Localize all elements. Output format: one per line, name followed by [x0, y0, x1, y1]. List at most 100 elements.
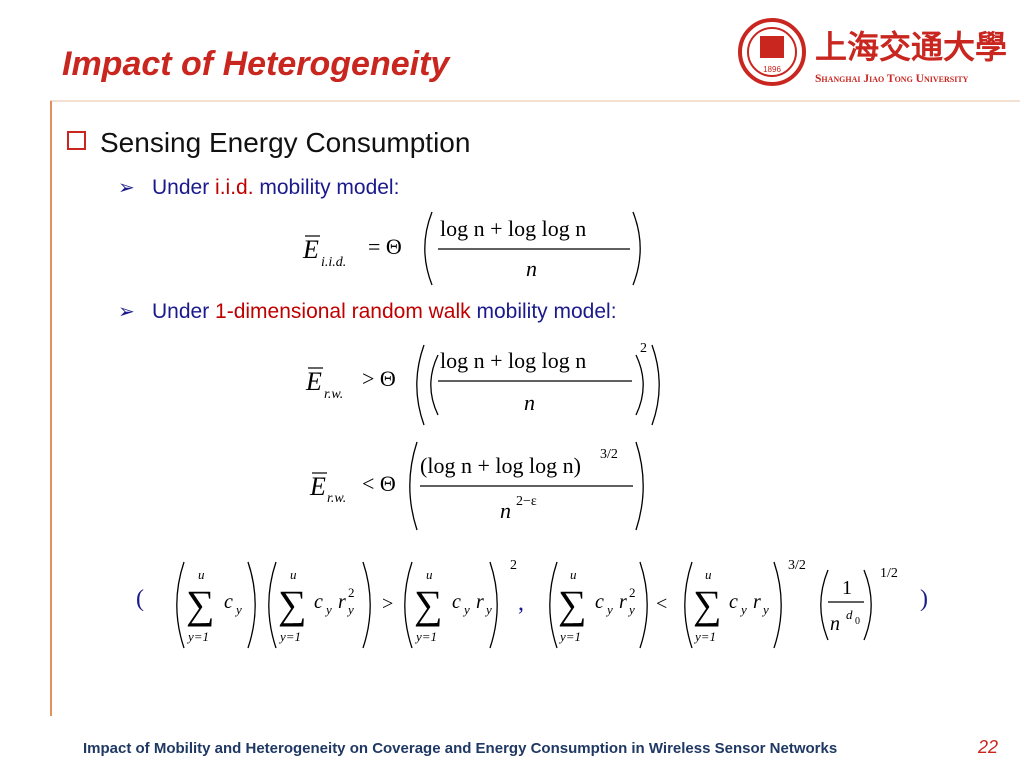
- math-text: 1: [842, 577, 852, 599]
- math-text: i.i.d.: [321, 255, 346, 270]
- math-text: y: [484, 602, 492, 617]
- logo-ring: [747, 27, 797, 77]
- footer: Impact of Mobility and Heterogeneity on …: [83, 740, 837, 757]
- bullet-box: [67, 131, 86, 150]
- paren: [651, 344, 660, 426]
- math-text: y=1: [186, 629, 209, 644]
- sub-arrow: ➢: [118, 177, 135, 199]
- sub-bullet: Under 1-dimensional random walk mobility…: [152, 300, 617, 323]
- text: mobility model:: [471, 300, 617, 323]
- math-text: 2: [629, 585, 636, 600]
- math-text: E: [305, 367, 322, 396]
- math-text: n: [500, 498, 511, 523]
- math-text: ∑: [558, 582, 587, 627]
- paren: [247, 561, 256, 649]
- math-text: <: [656, 593, 667, 615]
- math-text: n: [524, 390, 535, 415]
- math-text: E: [302, 235, 319, 264]
- sub-arrow: ➢: [118, 301, 135, 323]
- math-text: (: [136, 586, 144, 612]
- sub-bullet: Under i.i.d. mobility model:: [152, 176, 399, 199]
- math-text: u: [198, 567, 205, 582]
- paren: [639, 561, 648, 649]
- logo-chinese: 上海交通大學: [815, 29, 1007, 65]
- math-text: 3/2: [600, 447, 618, 462]
- highlight: i.i.d.: [215, 176, 254, 199]
- paren: [416, 344, 425, 426]
- paren: [773, 561, 782, 649]
- paren: [424, 211, 433, 286]
- math-text: 0: [855, 616, 860, 627]
- slide-title: Impact of Heterogeneity: [62, 45, 451, 83]
- math-text: y=1: [693, 629, 716, 644]
- math-text: d: [846, 607, 853, 622]
- math-text: c: [452, 591, 461, 613]
- math-text: ∑: [414, 582, 443, 627]
- math-text: ): [920, 586, 928, 612]
- math-text: u: [290, 567, 297, 582]
- math-text: log n + log log n: [440, 348, 586, 373]
- math-text: 2: [348, 585, 355, 600]
- math-text: y: [462, 602, 470, 617]
- math-text: ∑: [693, 582, 722, 627]
- math-text: r.w.: [327, 491, 346, 506]
- math-text: y=1: [414, 629, 437, 644]
- paren: [863, 569, 872, 641]
- math-text: y: [324, 602, 332, 617]
- math-text: c: [729, 591, 738, 613]
- math-text: = Θ: [368, 234, 402, 259]
- math-text: r: [753, 591, 761, 613]
- math-text: r: [338, 591, 346, 613]
- math-text: y: [234, 602, 242, 617]
- math-text: n: [526, 256, 537, 281]
- paren: [549, 561, 558, 649]
- math-text: ∑: [186, 582, 215, 627]
- math-text: u: [705, 567, 712, 582]
- math-text: y=1: [278, 629, 301, 644]
- logo: 1896 上海交通大學 Shanghai Jiao Tong Universit…: [738, 18, 1007, 86]
- math-text: r: [619, 591, 627, 613]
- math-text: ∑: [278, 582, 307, 627]
- paren: [489, 561, 498, 649]
- math-text: y: [761, 602, 769, 617]
- text: Under: [152, 176, 215, 199]
- math-text: c: [224, 591, 233, 613]
- math-text: (log n + log log n): [420, 453, 581, 478]
- highlight: 1-dimensional random walk: [215, 300, 471, 323]
- logo-english: Shanghai Jiao Tong University: [815, 73, 969, 85]
- paren: [635, 441, 644, 531]
- paren: [635, 354, 644, 416]
- page-number: 22: [977, 737, 998, 757]
- math-text: r.w.: [324, 387, 343, 402]
- math-text: > Θ: [362, 366, 396, 391]
- logo-year: 1896: [763, 65, 781, 74]
- math-text: y: [605, 602, 613, 617]
- paren: [820, 569, 829, 641]
- math-text: c: [595, 591, 604, 613]
- math-text: < Θ: [362, 471, 396, 496]
- math-text: 1/2: [880, 566, 898, 581]
- paren: [430, 354, 439, 416]
- text: mobility model:: [254, 176, 400, 199]
- paren: [268, 561, 277, 649]
- math-text: u: [570, 567, 577, 582]
- bullet-text: Sensing Energy Consumption: [100, 127, 470, 158]
- math-text: log n + log log n: [440, 216, 586, 241]
- math-text: >: [382, 593, 393, 615]
- paren: [409, 441, 418, 531]
- paren: [404, 561, 413, 649]
- math-text: 3/2: [788, 558, 806, 573]
- math-text: 2: [640, 341, 647, 356]
- math-text: y=1: [558, 629, 581, 644]
- math-text: n: [830, 613, 840, 635]
- math-text: c: [314, 591, 323, 613]
- math-text: 2−ε: [516, 494, 537, 509]
- math-text: r: [476, 591, 484, 613]
- math-text: E: [309, 472, 326, 501]
- math-text: u: [426, 567, 433, 582]
- paren: [684, 561, 693, 649]
- math-text: 2: [510, 558, 517, 573]
- paren: [176, 561, 185, 649]
- logo-center: [760, 36, 784, 58]
- paren: [362, 561, 371, 649]
